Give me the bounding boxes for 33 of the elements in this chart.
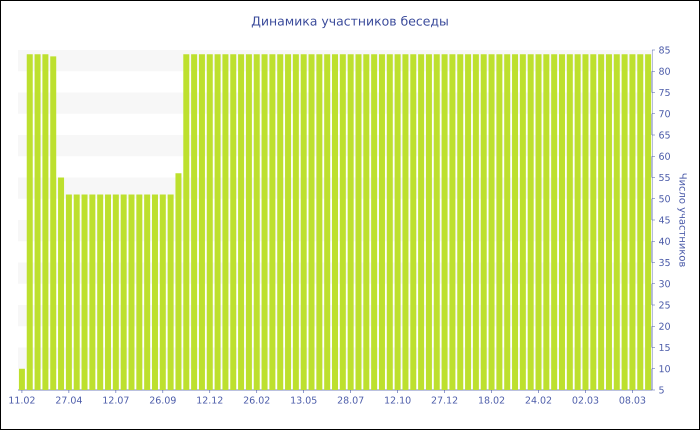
y-tick-label: 20 <box>659 322 670 330</box>
y-tick-label: 30 <box>659 280 670 288</box>
x-tick-label: 12.10 <box>385 396 411 404</box>
y-tick-label: 40 <box>658 238 670 245</box>
y-tick-label: 80 <box>659 68 670 75</box>
x-tick-label: 27.04 <box>56 396 82 404</box>
y-tick-label: 45 <box>658 216 670 224</box>
y-tick-label: 50 <box>659 195 670 202</box>
y-tick-label: 15 <box>660 344 670 352</box>
y-tick-label: 60 <box>659 152 670 160</box>
y-tick-label: 65 <box>659 131 670 139</box>
y-tick-label: 55 <box>659 174 670 182</box>
y-axis-title: Число участников <box>677 174 687 267</box>
x-tick-label: 12.07 <box>103 396 129 404</box>
x-tick-label: 26.09 <box>150 396 176 404</box>
x-tick-label: 11.02 <box>9 396 35 404</box>
x-tick-label: 26.02 <box>244 396 270 404</box>
y-tick-label: 75 <box>659 88 670 96</box>
x-tick-label: 24.02 <box>526 396 552 404</box>
y-tick-label: 85 <box>659 46 670 54</box>
x-tick-label: 08.03 <box>620 396 646 404</box>
y-tick-label: 10 <box>660 365 670 372</box>
x-tick-label: 13.05 <box>291 396 316 404</box>
chart-title: Динамика участников беседы <box>252 16 448 28</box>
y-tick-label: 70 <box>659 110 670 118</box>
y-tick-label: 5 <box>659 386 664 394</box>
x-tick-label: 28.07 <box>338 396 364 404</box>
x-tick-label: 12.12 <box>197 396 222 404</box>
x-tick-label: 02.03 <box>572 396 598 404</box>
y-tick-label: 35 <box>659 258 670 266</box>
x-tick-label: 27.12 <box>432 396 458 404</box>
x-tick-label: 18.02 <box>479 396 504 404</box>
y-tick-label: 25 <box>659 301 670 309</box>
